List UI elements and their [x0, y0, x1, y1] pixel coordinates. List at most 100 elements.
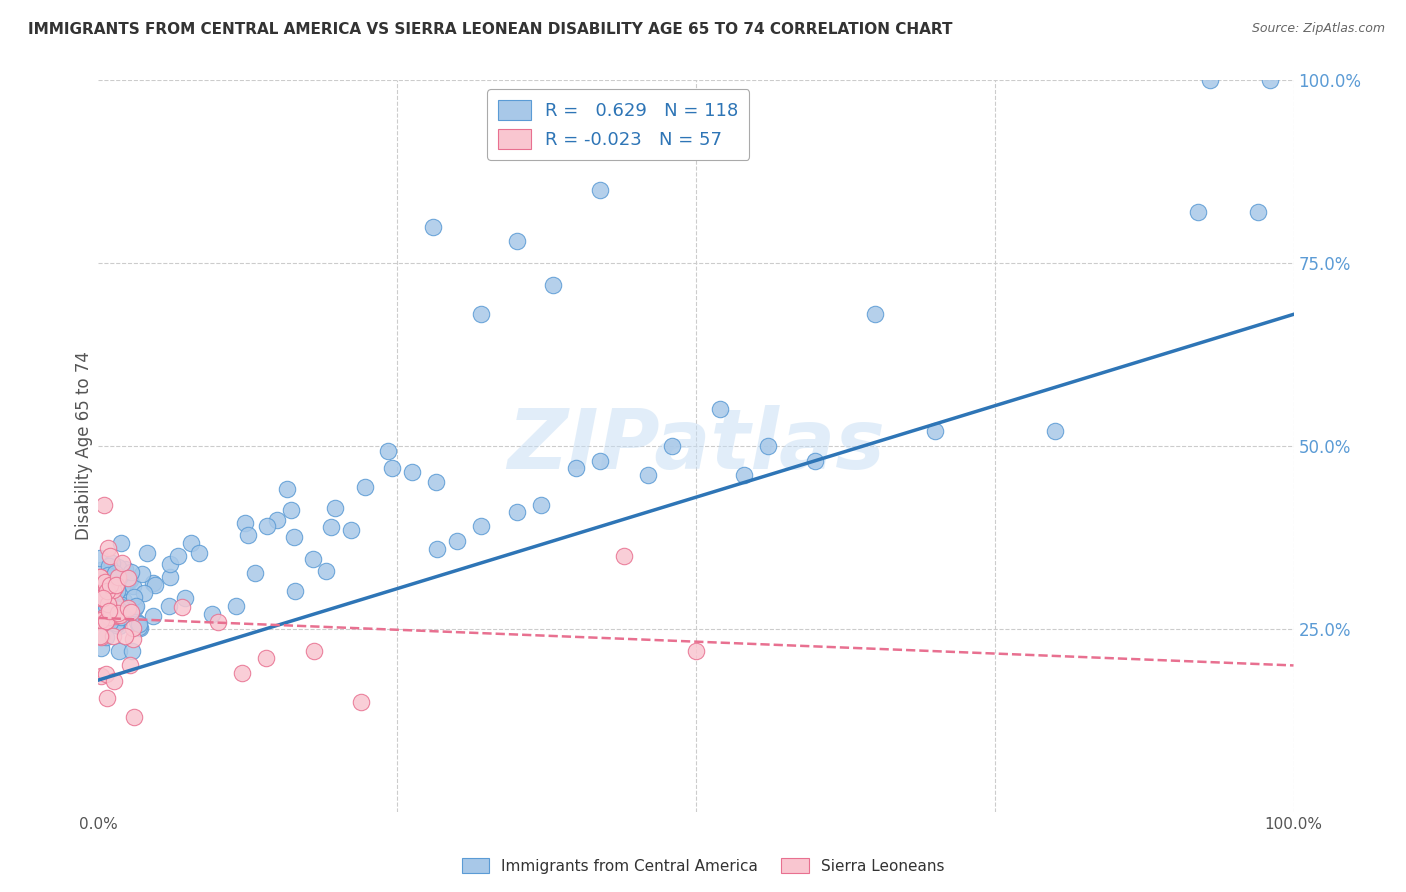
- Point: [94, 574, 117, 589]
- Point: [103, 673, 125, 688]
- Point: [124, 601, 146, 615]
- Point: [354, 480, 377, 494]
- Point: [541, 278, 564, 293]
- Point: [100, 578, 122, 592]
- Point: [104, 609, 127, 624]
- Point: [143, 577, 166, 591]
- Point: [96, 690, 118, 705]
- Point: [381, 461, 404, 475]
- Point: [94, 614, 117, 628]
- Point: [121, 579, 143, 593]
- Point: [426, 541, 449, 556]
- Point: [122, 590, 145, 604]
- Point: [98, 603, 121, 617]
- Point: [125, 615, 148, 629]
- Point: [114, 629, 136, 643]
- Point: [254, 651, 277, 665]
- Point: [104, 618, 127, 632]
- Point: [470, 307, 492, 321]
- Point: [101, 575, 124, 590]
- Point: [93, 592, 115, 607]
- Point: [128, 617, 150, 632]
- Point: [91, 613, 114, 627]
- Point: [96, 599, 118, 614]
- Point: [90, 563, 112, 577]
- Point: [323, 501, 346, 516]
- Point: [96, 614, 118, 628]
- Point: [422, 219, 444, 234]
- Text: ZIPatlas: ZIPatlas: [508, 406, 884, 486]
- Point: [97, 568, 120, 582]
- Point: [111, 580, 134, 594]
- Point: [98, 578, 121, 592]
- Point: [104, 580, 127, 594]
- Point: [104, 594, 127, 608]
- Y-axis label: Disability Age 65 to 74: Disability Age 65 to 74: [75, 351, 93, 541]
- Point: [661, 439, 683, 453]
- Point: [108, 619, 131, 633]
- Point: [124, 709, 146, 723]
- Point: [90, 669, 112, 683]
- Point: [96, 615, 118, 629]
- Point: [125, 599, 148, 613]
- Point: [128, 620, 150, 634]
- Point: [110, 610, 132, 624]
- Point: [91, 599, 114, 613]
- Point: [120, 605, 142, 619]
- Point: [613, 549, 636, 563]
- Point: [167, 549, 190, 563]
- Point: [225, 599, 247, 613]
- Point: [103, 605, 125, 619]
- Point: [709, 402, 731, 417]
- Point: [231, 665, 253, 680]
- Text: IMMIGRANTS FROM CENTRAL AMERICA VS SIERRA LEONEAN DISABILITY AGE 65 TO 74 CORREL: IMMIGRANTS FROM CENTRAL AMERICA VS SIERR…: [28, 22, 953, 37]
- Legend: Immigrants from Central America, Sierra Leoneans: Immigrants from Central America, Sierra …: [456, 852, 950, 880]
- Point: [377, 444, 399, 458]
- Point: [96, 583, 118, 598]
- Point: [101, 576, 124, 591]
- Point: [90, 613, 112, 627]
- Point: [804, 453, 827, 467]
- Text: Source: ZipAtlas.com: Source: ZipAtlas.com: [1251, 22, 1385, 36]
- Point: [131, 567, 153, 582]
- Point: [319, 520, 342, 534]
- Point: [89, 630, 111, 644]
- Point: [159, 570, 181, 584]
- Point: [96, 589, 118, 603]
- Point: [103, 630, 125, 644]
- Point: [103, 582, 125, 597]
- Point: [121, 644, 143, 658]
- Point: [104, 573, 127, 587]
- Point: [120, 565, 142, 579]
- Point: [110, 599, 132, 614]
- Point: [107, 607, 129, 622]
- Point: [89, 550, 111, 565]
- Point: [530, 498, 553, 512]
- Point: [93, 498, 115, 512]
- Point: [589, 453, 612, 467]
- Point: [89, 629, 111, 643]
- Point: [565, 461, 588, 475]
- Point: [90, 614, 112, 628]
- Point: [157, 599, 180, 613]
- Point: [94, 595, 117, 609]
- Point: [233, 516, 256, 530]
- Point: [96, 630, 118, 644]
- Point: [924, 425, 946, 439]
- Point: [98, 591, 121, 605]
- Point: [302, 644, 325, 658]
- Point: [201, 607, 224, 622]
- Point: [97, 604, 120, 618]
- Point: [339, 523, 361, 537]
- Point: [97, 558, 120, 573]
- Point: [120, 657, 142, 672]
- Point: [685, 644, 707, 658]
- Point: [105, 571, 128, 585]
- Point: [121, 632, 143, 646]
- Point: [111, 556, 134, 570]
- Point: [107, 644, 129, 658]
- Point: [733, 468, 755, 483]
- Point: [91, 610, 114, 624]
- Point: [101, 583, 124, 598]
- Point: [172, 599, 194, 614]
